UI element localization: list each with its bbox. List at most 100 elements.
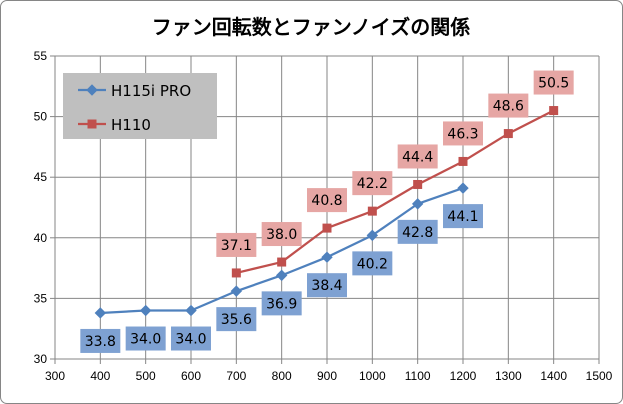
data-label-text: 46.3 xyxy=(447,126,478,142)
data-labels: 33.8 34.0 34.0 35.6 36.9 38.4 40.2 42.8 44.1 37.1… xyxy=(80,70,574,353)
y-tick-label: 55 xyxy=(34,49,48,63)
data-label: 46.3 xyxy=(443,121,483,146)
y-tick-label: 35 xyxy=(34,291,48,305)
x-tick-label: 1000 xyxy=(359,369,386,383)
data-label-text: 34.0 xyxy=(130,332,161,348)
data-label: 34.0 xyxy=(125,326,166,351)
data-label-text: 35.6 xyxy=(221,312,252,328)
data-label: 42.2 xyxy=(352,171,393,196)
data-label-bg xyxy=(397,219,438,244)
data-label-text: 42.2 xyxy=(357,176,388,192)
marker-square xyxy=(367,206,377,216)
data-label-bg xyxy=(307,273,347,298)
marker-diamond xyxy=(185,304,197,317)
data-label: 35.6 xyxy=(216,307,257,332)
y-tick-label: 45 xyxy=(34,170,48,184)
marker-square xyxy=(231,268,241,278)
data-label: 40.8 xyxy=(307,188,347,213)
marker-diamond xyxy=(321,251,333,263)
legend-item: H115i PRO xyxy=(78,82,191,100)
data-label-text: 38.4 xyxy=(311,278,342,294)
data-label-bg xyxy=(216,307,257,332)
legend-label: H115i PRO xyxy=(111,82,191,100)
x-tick-label: 300 xyxy=(45,369,65,383)
data-label: 38.4 xyxy=(307,273,347,298)
x-tick-label: 700 xyxy=(226,369,246,383)
data-label-text: 44.4 xyxy=(402,149,433,165)
marker-square xyxy=(87,119,97,129)
marker-square xyxy=(503,129,513,139)
data-label-bg xyxy=(488,93,529,118)
data-label-text: 40.2 xyxy=(357,256,388,272)
series-h110 xyxy=(231,106,559,278)
x-tick-label: 600 xyxy=(181,369,201,383)
x-tick-label: 1100 xyxy=(405,369,431,383)
data-label-bg xyxy=(261,222,302,247)
data-label: 38.0 xyxy=(261,222,302,247)
legend: H115i PRO H110 xyxy=(63,73,217,139)
data-label: 33.8 xyxy=(80,328,121,353)
data-label-text: 48.6 xyxy=(493,99,524,115)
data-label: 40.2 xyxy=(352,251,393,276)
y-tick-label: 30 xyxy=(34,352,48,366)
data-label: 36.9 xyxy=(261,291,302,316)
axes: 300 400 500 600 700 800 900 1000 1100 1200 1300 140… xyxy=(34,49,613,383)
data-label-text: 33.8 xyxy=(85,334,116,350)
data-label-bg xyxy=(397,144,438,169)
series-h115i-pro xyxy=(94,182,469,319)
marker-diamond xyxy=(139,304,152,317)
legend-label: H110 xyxy=(111,116,151,134)
data-label: 50.5 xyxy=(533,70,574,95)
data-label-text: 40.8 xyxy=(311,193,342,209)
marker-diamond xyxy=(366,229,379,242)
x-tick-label: 1300 xyxy=(495,369,522,383)
data-label-bg xyxy=(443,121,483,146)
marker-diamond xyxy=(275,269,288,282)
data-label: 44.4 xyxy=(397,144,438,169)
data-label-bg xyxy=(216,232,257,257)
series-layer xyxy=(94,106,559,319)
marker-diamond xyxy=(230,285,243,297)
legend-item: H110 xyxy=(78,116,151,134)
data-label: 44.1 xyxy=(443,204,483,229)
y-tick-label: 50 xyxy=(34,110,48,124)
data-label: 48.6 xyxy=(488,93,529,118)
data-label-bg xyxy=(533,70,574,95)
data-label-bg xyxy=(307,188,347,213)
data-label: 34.0 xyxy=(171,326,211,351)
data-label-bg xyxy=(80,328,121,353)
data-label-bg xyxy=(171,326,211,351)
chart-title: ファン回転数とファンノイズの関係 xyxy=(152,15,470,39)
data-label-text: 50.5 xyxy=(538,76,569,92)
x-tick-label: 500 xyxy=(136,369,156,383)
marker-square xyxy=(322,223,332,233)
data-label-bg xyxy=(261,291,302,316)
data-label-text: 44.1 xyxy=(447,209,478,225)
marker-square xyxy=(277,257,287,267)
x-tick-label: 900 xyxy=(317,369,337,383)
marker-diamond xyxy=(411,198,424,210)
x-tick-label: 800 xyxy=(272,369,292,383)
data-label-text: 34.0 xyxy=(175,332,206,348)
data-label-bg xyxy=(125,326,166,351)
y-tick-label: 40 xyxy=(34,231,48,245)
data-label-bg xyxy=(352,171,393,196)
data-label-text: 37.1 xyxy=(221,238,252,254)
marker-square xyxy=(458,156,468,166)
data-label-bg xyxy=(443,204,483,229)
series-line xyxy=(236,109,555,275)
x-tick-label: 400 xyxy=(90,369,110,383)
x-tick-label: 1400 xyxy=(540,369,567,383)
marker-diamond xyxy=(94,307,107,319)
x-tick-label: 1200 xyxy=(450,369,477,383)
marker-square xyxy=(549,106,559,116)
data-label-text: 36.9 xyxy=(266,296,297,312)
marker-diamond xyxy=(457,182,469,194)
data-label: 37.1 xyxy=(216,232,257,257)
data-label: 42.8 xyxy=(397,219,438,244)
data-label-bg xyxy=(352,251,393,276)
data-label-text: 42.8 xyxy=(402,225,433,241)
marker-diamond xyxy=(86,84,98,96)
x-tick-label: 1500 xyxy=(586,369,613,383)
